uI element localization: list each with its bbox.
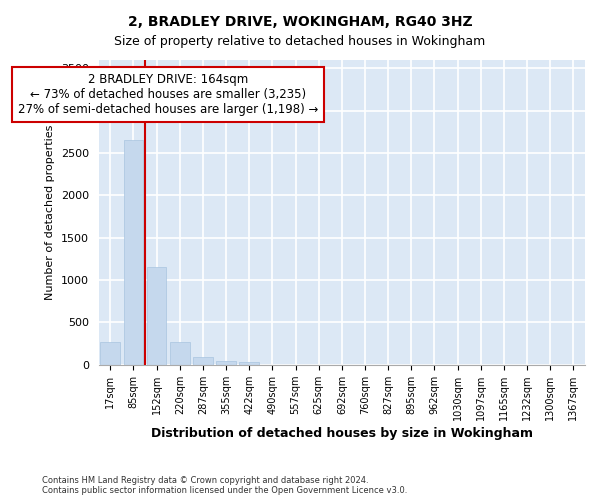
Bar [239, 362, 259, 365]
Bar [193, 357, 213, 365]
Y-axis label: Number of detached properties: Number of detached properties [46, 124, 55, 300]
Text: Contains HM Land Registry data © Crown copyright and database right 2024.
Contai: Contains HM Land Registry data © Crown c… [42, 476, 407, 495]
Bar [216, 360, 236, 365]
X-axis label: Distribution of detached houses by size in Wokingham: Distribution of detached houses by size … [151, 427, 533, 440]
Bar [147, 268, 166, 365]
Title: 2, BRADLEY DRIVE, WOKINGHAM, RG40 3HZ
Size of property relative to detached hous: 2, BRADLEY DRIVE, WOKINGHAM, RG40 3HZ Si… [0, 499, 1, 500]
Text: Size of property relative to detached houses in Wokingham: Size of property relative to detached ho… [115, 35, 485, 48]
Text: 2 BRADLEY DRIVE: 164sqm
← 73% of detached houses are smaller (3,235)
27% of semi: 2 BRADLEY DRIVE: 164sqm ← 73% of detache… [18, 72, 319, 116]
Bar [100, 342, 120, 365]
Bar [170, 342, 190, 365]
Bar [124, 140, 143, 365]
Text: 2, BRADLEY DRIVE, WOKINGHAM, RG40 3HZ: 2, BRADLEY DRIVE, WOKINGHAM, RG40 3HZ [128, 15, 472, 29]
